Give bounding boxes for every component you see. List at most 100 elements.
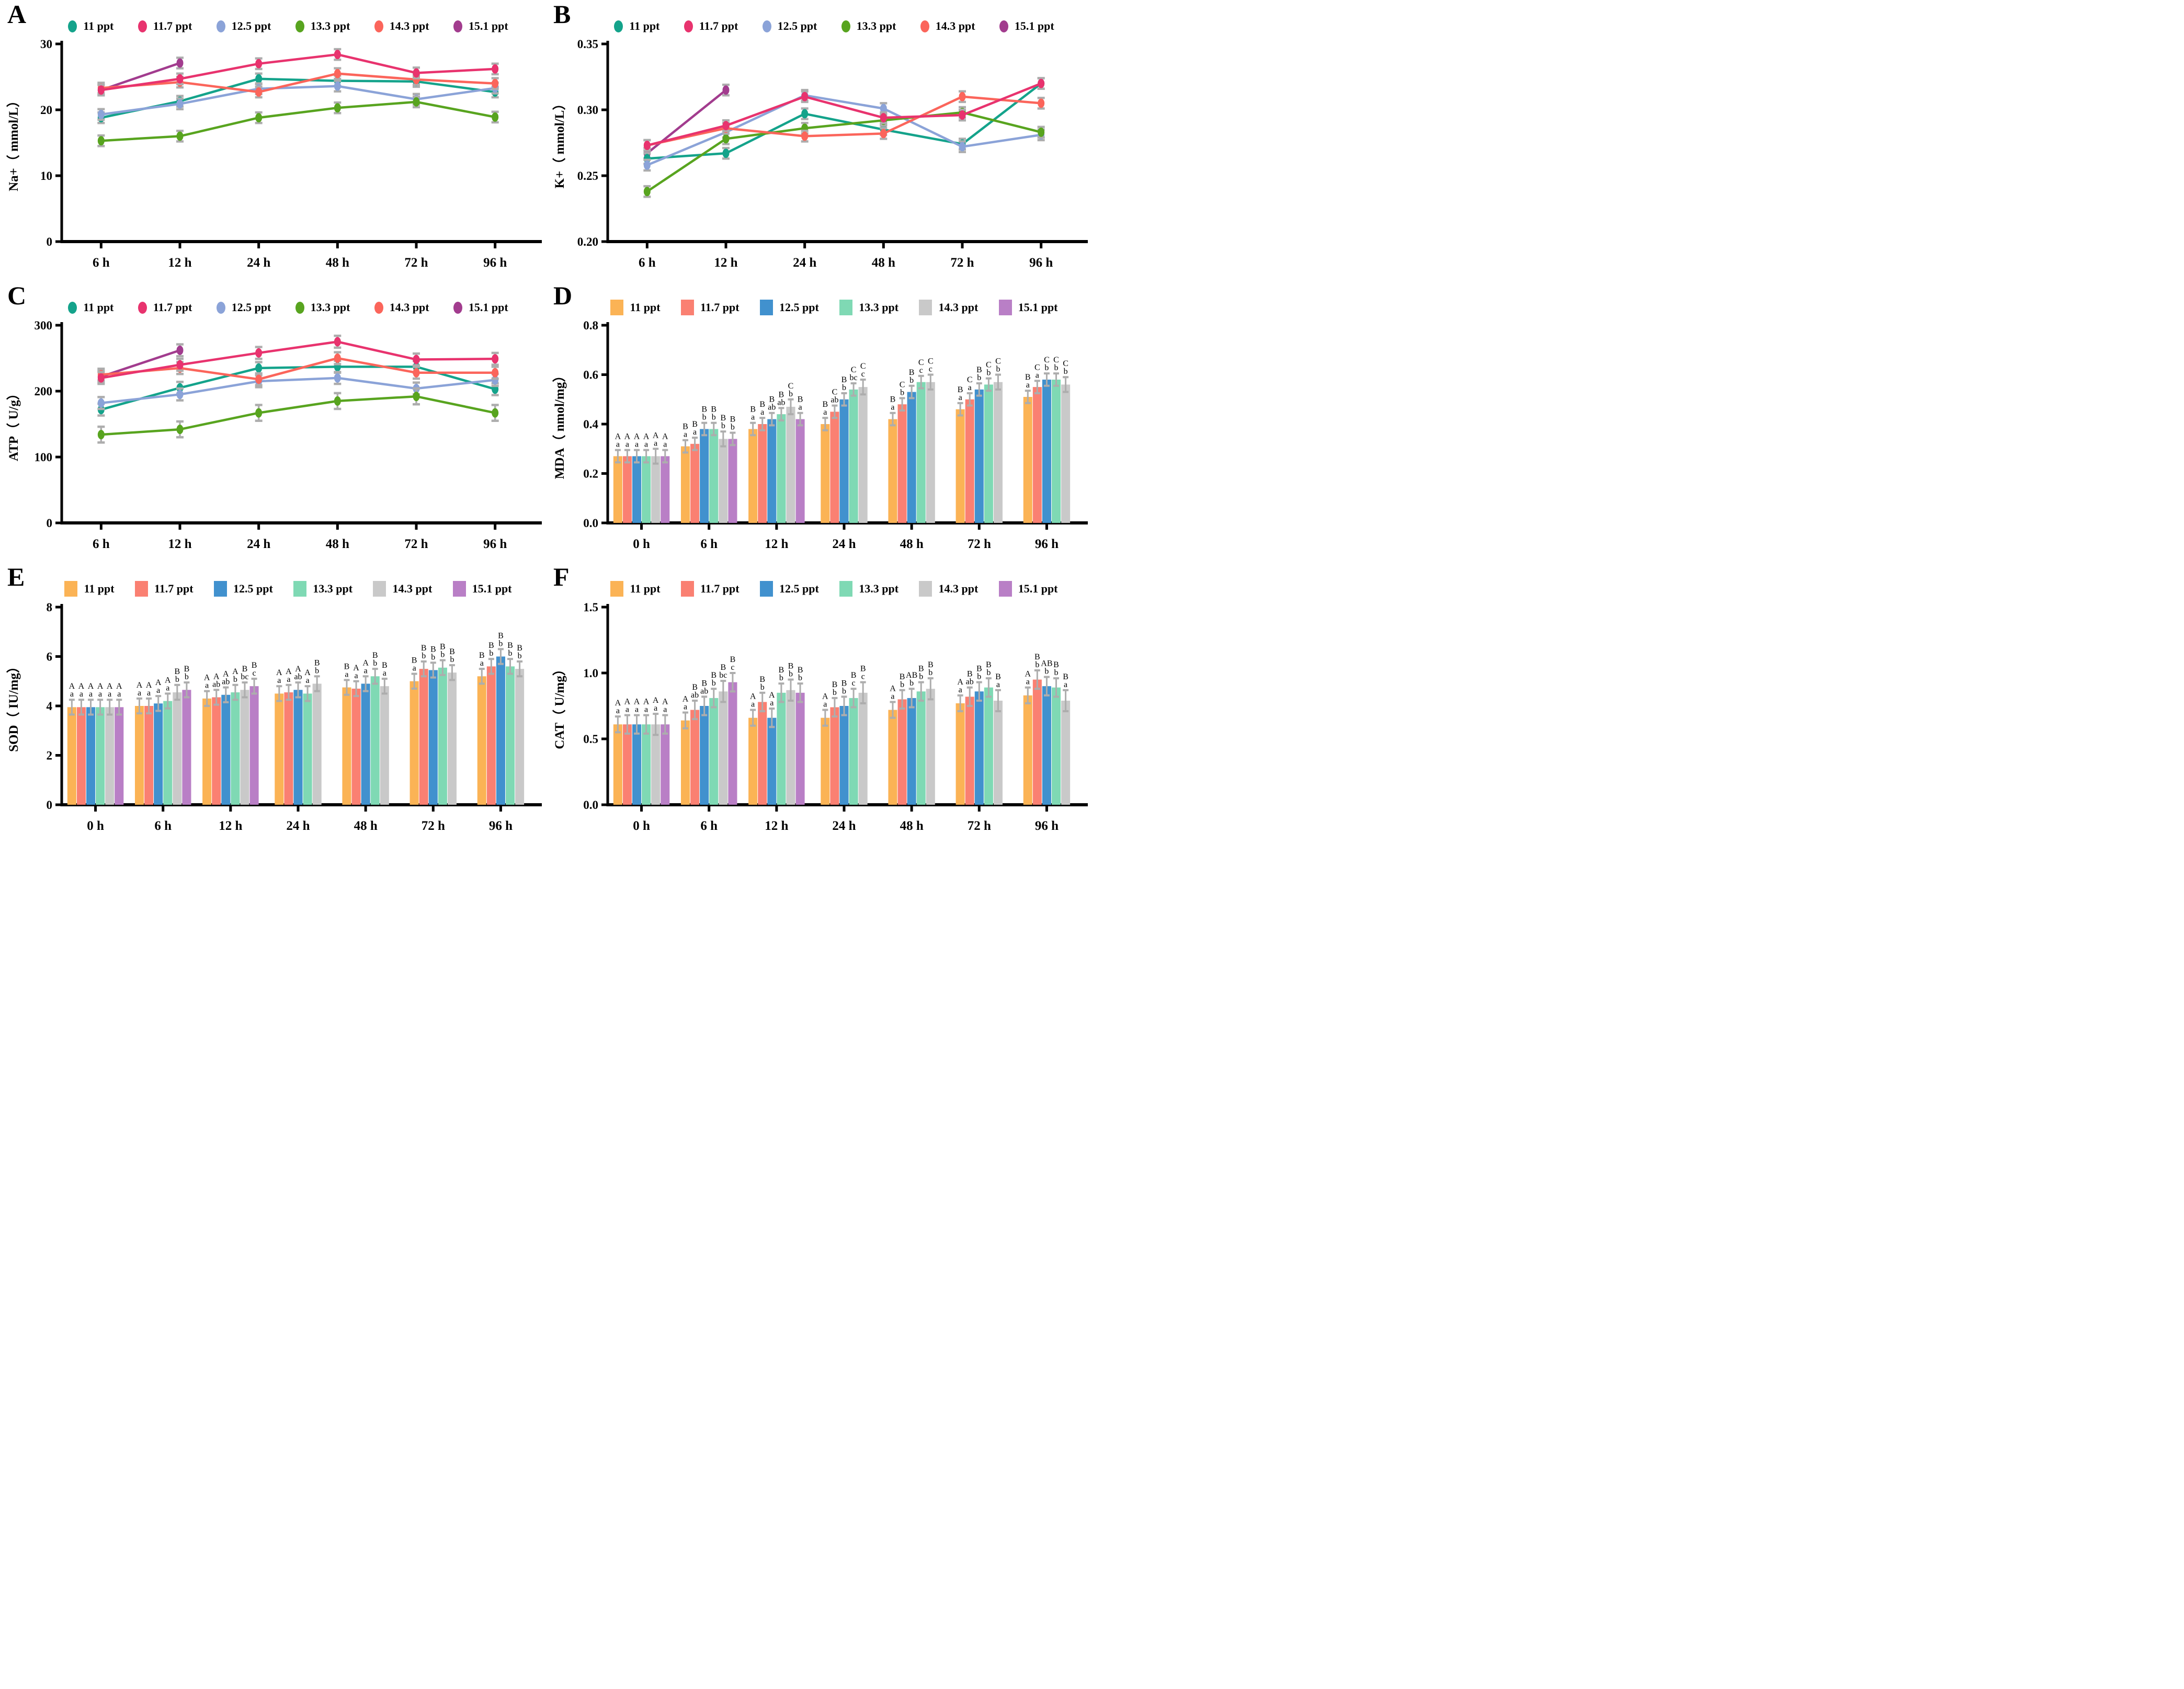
y-tick-label: 0.8 xyxy=(583,319,598,332)
bar xyxy=(795,419,805,523)
data-point xyxy=(722,121,730,131)
legend-square-icon xyxy=(610,300,624,315)
data-point xyxy=(413,368,420,378)
bar xyxy=(410,681,419,805)
data-point xyxy=(255,87,263,97)
bar xyxy=(1061,384,1071,523)
bar xyxy=(709,698,719,805)
data-point xyxy=(176,425,184,435)
x-tick-label: 48 h xyxy=(872,256,895,270)
bar xyxy=(795,692,805,805)
data-point xyxy=(492,78,499,88)
bar xyxy=(888,419,897,523)
bar xyxy=(916,382,926,523)
x-tick-label: 0 h xyxy=(633,537,650,551)
y-tick-label: 0.20 xyxy=(577,235,598,248)
legend-item: 11 ppt xyxy=(614,19,659,33)
bar xyxy=(907,392,916,523)
y-tick-label: 0.35 xyxy=(577,38,598,51)
legend-item: 11.7 ppt xyxy=(680,581,740,597)
data-point xyxy=(959,110,966,120)
legend-square-icon xyxy=(134,581,148,597)
legend-dot-icon xyxy=(920,20,929,32)
legend-dot-icon xyxy=(295,20,304,32)
bar xyxy=(767,717,777,805)
y-axis-label: K+（ mmol/L） xyxy=(552,97,567,189)
legend-square-icon xyxy=(839,581,853,597)
legend-item: 15.1 ppt xyxy=(998,581,1058,597)
legend-label: 13.3 ppt xyxy=(856,19,896,32)
legend-label: 14.3 ppt xyxy=(935,19,975,32)
data-point xyxy=(334,81,341,91)
panel-label-d: D xyxy=(553,281,573,310)
bar xyxy=(293,690,303,805)
bar xyxy=(182,690,191,805)
y-tick-label: 100 xyxy=(35,451,53,464)
legend-label: 11 ppt xyxy=(630,582,661,595)
panel-label-a: A xyxy=(7,0,27,29)
bar xyxy=(1032,387,1042,523)
bar xyxy=(134,706,144,805)
bar xyxy=(651,456,661,523)
legend-label: 11 ppt xyxy=(83,19,114,32)
legend-dot-icon xyxy=(762,20,771,32)
bar xyxy=(786,690,795,805)
x-tick-label: 96 h xyxy=(483,256,507,270)
bar xyxy=(505,666,515,805)
data-point xyxy=(334,103,341,113)
x-tick-label: 12 h xyxy=(168,256,191,270)
legend-b: 11 ppt 11.7 ppt 12.5 ppt 13.3 ppt 14.3 ppt 15… xyxy=(590,16,1078,37)
legend-item: 13.3 ppt xyxy=(293,581,352,597)
y-tick-label: 0.2 xyxy=(583,467,598,481)
bar xyxy=(993,700,1003,805)
data-point xyxy=(413,97,420,107)
x-tick-label: 24 h xyxy=(247,537,270,551)
y-tick-label: 8 xyxy=(47,601,53,614)
y-tick-label: 0 xyxy=(47,798,53,812)
legend-label: 13.3 ppt xyxy=(859,301,899,314)
legend-square-icon xyxy=(452,581,466,597)
data-point xyxy=(255,59,263,69)
legend-item: 14.3 ppt xyxy=(373,581,432,597)
y-axis-label: CAT（ U/mg） xyxy=(552,663,567,749)
bar xyxy=(370,676,380,805)
data-point xyxy=(643,187,651,197)
y-axis-label: MDA（ nmol/mg） xyxy=(552,369,567,479)
bar xyxy=(858,387,868,523)
data-point xyxy=(334,396,341,406)
bar xyxy=(680,720,690,805)
data-point xyxy=(492,112,499,122)
y-axis-label: ATP（ U/g） xyxy=(6,387,21,461)
legend-square-icon xyxy=(293,581,307,597)
legend-dot-icon xyxy=(453,301,462,314)
bar xyxy=(351,688,361,805)
data-point xyxy=(880,129,887,139)
y-axis-label: SOD（ IU/mg） xyxy=(6,660,21,752)
